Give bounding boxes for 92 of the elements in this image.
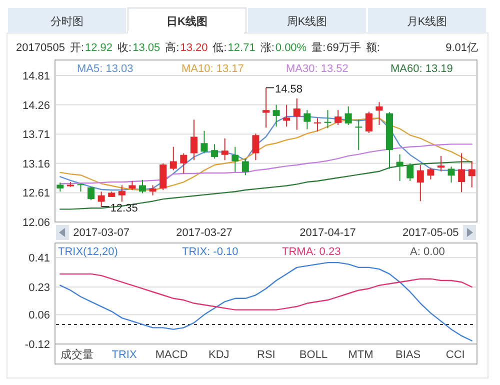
candlestick	[324, 110, 332, 129]
x-tick-label: 2017-03-27	[176, 227, 232, 239]
text: 涨:	[260, 42, 274, 54]
candlestick	[170, 146, 177, 171]
text: TRMA: 0.23	[282, 246, 341, 258]
candlestick	[56, 182, 64, 192]
ref-line-label: A: 0.00	[410, 246, 445, 258]
text: 13.20	[180, 42, 208, 54]
candlestick	[149, 184, 156, 196]
y-tick-label: 0.06	[28, 310, 50, 322]
line-series	[60, 273, 472, 310]
text: MA30: 13.52	[286, 63, 348, 75]
y-tick-label: 12.06	[22, 217, 50, 229]
candlestick	[458, 152, 466, 193]
annotation: 12.35	[110, 202, 138, 215]
candlestick	[118, 184, 126, 202]
candlestick	[396, 154, 404, 182]
text: 9.01亿	[446, 42, 478, 54]
text: MACD	[155, 349, 188, 361]
text: 0.00%	[275, 42, 307, 54]
candlestick	[304, 110, 311, 130]
candlestick	[283, 104, 290, 128]
candlestick	[180, 152, 188, 174]
candlestick	[365, 111, 372, 134]
line-series	[60, 161, 472, 210]
y-tick-label: 13.16	[22, 158, 50, 170]
x-tick-label: 2017-04-17	[300, 227, 356, 239]
text: 高:	[165, 41, 180, 54]
candlestick	[448, 166, 455, 184]
y-tick-label: 13.71	[22, 129, 50, 142]
text: 分时图	[50, 15, 84, 28]
candlestick	[437, 155, 444, 172]
candlestick	[211, 144, 218, 160]
text: 成交量	[60, 348, 94, 361]
y-tick-label: -0.12	[24, 339, 50, 351]
text: 13.05	[132, 42, 160, 54]
candlestick	[344, 106, 352, 126]
y-tick-label: 14.26	[22, 100, 50, 112]
candlestick	[232, 146, 239, 172]
x-tick-label: 2017-03-07	[73, 227, 130, 239]
text: KDJ	[208, 349, 230, 361]
annotation: 14.58	[275, 84, 303, 96]
candlestick	[262, 87, 270, 128]
candlestick	[416, 164, 424, 202]
text: 月K线图	[406, 15, 448, 28]
text: RSI	[257, 349, 276, 361]
y-tick-label: 14.81	[22, 70, 50, 82]
text: 额:	[366, 41, 380, 54]
y-tick-label: 12.61	[22, 188, 50, 200]
candlestick	[128, 180, 136, 191]
text: 量:	[312, 42, 326, 54]
text: 开:	[70, 42, 84, 54]
candlestick	[355, 119, 362, 151]
candlestick	[242, 158, 249, 176]
candlestick	[252, 133, 260, 161]
candlestick	[314, 118, 321, 132]
candlestick	[88, 186, 95, 201]
text: MTM	[348, 349, 374, 361]
candlestick	[221, 138, 228, 161]
y-tick-label: 0.41	[28, 252, 50, 265]
candlestick	[160, 162, 167, 191]
candlestick	[200, 130, 208, 154]
text: MA10: 13.17	[182, 63, 244, 75]
text: 12.71	[228, 42, 256, 54]
text: MA60: 13.19	[390, 63, 453, 75]
candlestick	[406, 162, 414, 182]
text: BIAS	[396, 349, 421, 361]
candlestick	[98, 191, 105, 208]
text: 日K线图	[166, 15, 208, 28]
text: 低:	[212, 42, 227, 54]
candlestick	[138, 179, 146, 194]
candlestick	[334, 110, 342, 126]
text: 20170505	[16, 42, 65, 54]
text: 周K线图	[286, 15, 328, 28]
text: 69万手	[326, 41, 361, 54]
candlestick	[293, 98, 300, 130]
y-tick-label: 0.23	[28, 282, 50, 294]
candlestick	[468, 160, 476, 188]
candlestick	[427, 167, 434, 180]
text: 12.92	[85, 42, 113, 54]
text: TRIX: -0.10	[182, 246, 238, 258]
text: CCI	[446, 349, 465, 361]
text: 收:	[118, 42, 132, 54]
text: BOLL	[299, 349, 328, 361]
candlestick	[190, 119, 198, 161]
x-tick-label: 2017-05-05	[402, 227, 459, 239]
candlestick	[376, 102, 383, 126]
candlestick	[272, 104, 280, 128]
chart-title: TRIX(12,20)	[58, 246, 118, 258]
text: TRIX	[112, 349, 138, 361]
text: MA5: 13.03	[77, 63, 134, 75]
line-series	[60, 262, 472, 342]
